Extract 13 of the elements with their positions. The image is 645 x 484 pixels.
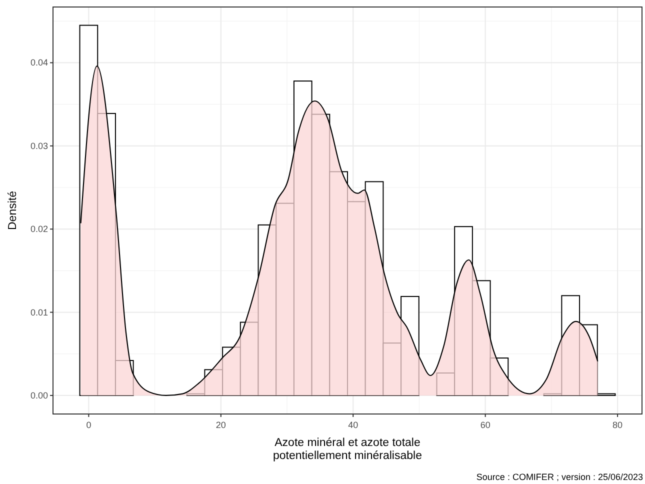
x-tick-label: 20 (216, 420, 226, 430)
x-tick-label: 60 (480, 420, 490, 430)
source-note: Source : COMIFER ; version : 25/06/2023 (476, 472, 643, 482)
y-tick-label: 0.04 (30, 58, 48, 68)
y-tick-label: 0.03 (30, 140, 48, 151)
y-tick-label: 0.02 (30, 224, 48, 234)
x-tick-label: 40 (348, 420, 358, 430)
y-tick-label: 0.01 (30, 307, 48, 318)
y-axis-title: Densité (7, 191, 19, 230)
y-tick-label: 0.00 (30, 390, 48, 400)
x-axis-title: Azote minéral et azote totale potentiellement minéralisable (273, 437, 422, 462)
x-tick-label: 0 (86, 420, 92, 430)
x-tick-label: 80 (612, 420, 623, 430)
